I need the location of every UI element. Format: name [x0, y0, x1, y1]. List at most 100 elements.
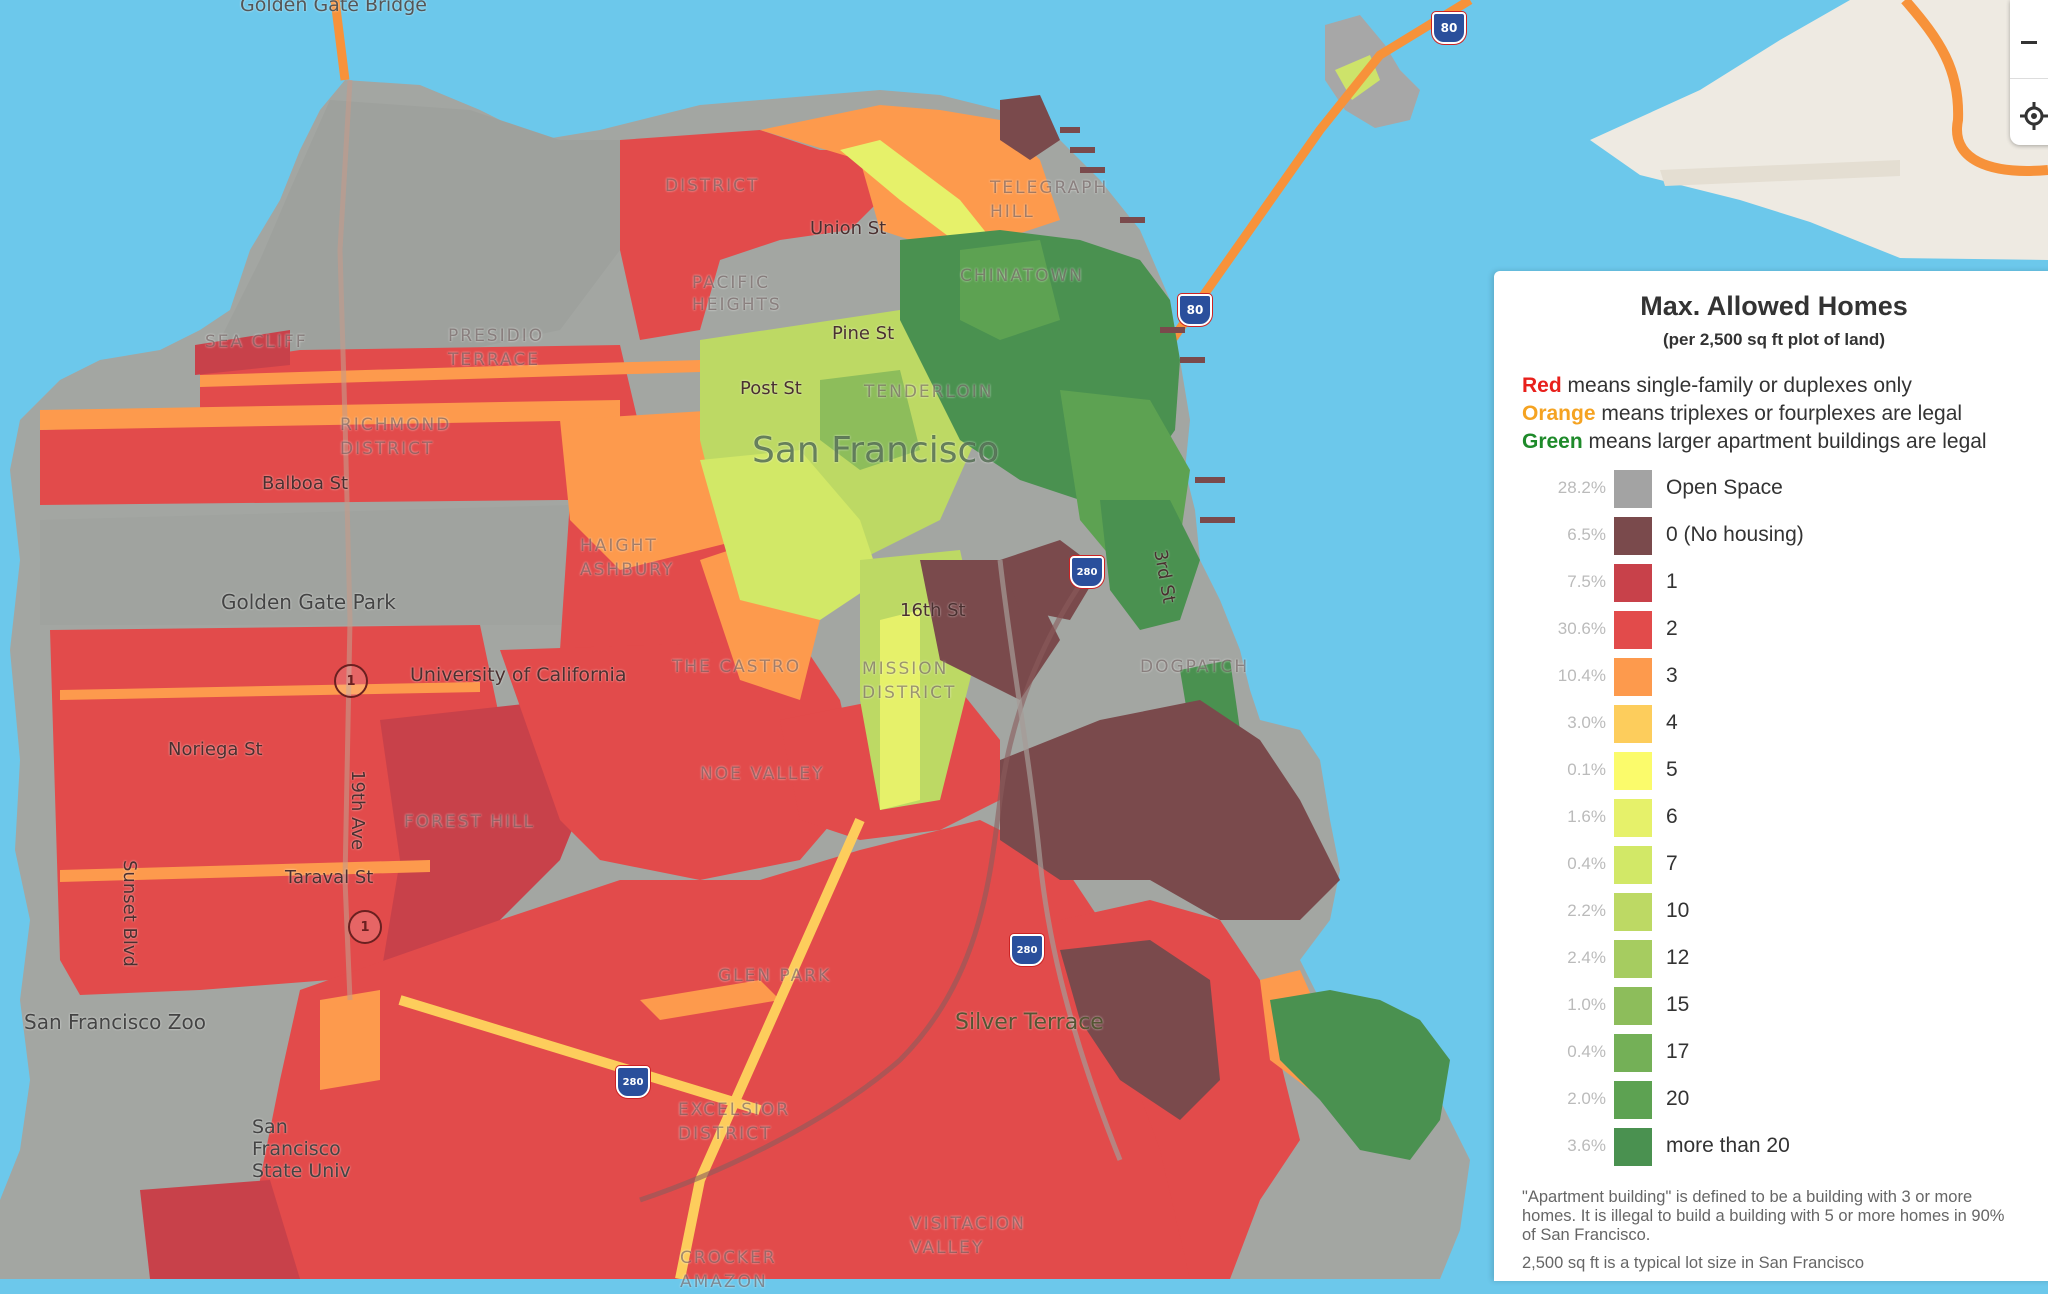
- map-label-haight-ashbury: HAIGHT ASHBURY: [580, 536, 675, 580]
- judah-orange: [60, 682, 480, 700]
- legend-desc-text: means single-family or duplexes only: [1561, 374, 1912, 397]
- hwy-1: [337, 79, 353, 1001]
- map-label-visitacion-valley: VISITACION VALLEY: [910, 1214, 1026, 1258]
- legend-item-label: Open Space: [1666, 476, 1783, 499]
- legend-item-label: 3: [1666, 664, 1678, 687]
- legend-item: 30.6% 2: [1494, 611, 2048, 651]
- bay-bridge: [1161, 0, 1473, 353]
- mission-bay-green: [1100, 500, 1200, 630]
- excelsior-orange: [640, 980, 780, 1020]
- legend-item-swatch: [1614, 470, 1652, 508]
- legend-item-percent: 0.1%: [1567, 760, 1606, 779]
- legend-item-label: 2: [1666, 617, 1678, 640]
- pier-industrial: [1000, 95, 1060, 160]
- legend-item: 6.5% 0 (No housing): [1494, 517, 2048, 557]
- twin-peaks-red: [500, 640, 860, 880]
- legend-title: Max. Allowed Homes: [1640, 291, 1908, 321]
- taraval-orange: [60, 860, 430, 882]
- legend-desc-text: means larger apartment buildings are leg…: [1582, 430, 1987, 453]
- legend-item: 1.6% 6: [1494, 799, 2048, 839]
- india-basin-industrial: [1060, 940, 1220, 1120]
- map-label-taraval-st: Taraval St: [285, 867, 374, 888]
- legend-desc-text: means triplexes or fourplexes are legal: [1595, 402, 1963, 425]
- map-label-post-st: Post St: [740, 378, 802, 399]
- legend-item-percent: 0.4%: [1567, 854, 1606, 873]
- richmond-red: [40, 345, 640, 505]
- legend-item-percent: 28.2%: [1557, 478, 1606, 497]
- hunters-point-green: [1270, 990, 1450, 1160]
- map-label-glen-park: GLEN PARK: [718, 966, 832, 986]
- piers: [1060, 127, 1235, 523]
- legend-item: 2.4% 12: [1494, 940, 2048, 980]
- bayview-industrial: [1000, 700, 1340, 920]
- map-label-telegraph-hill: TELEGRAPH HILL: [990, 178, 1109, 222]
- map-label-golden-gate-park: Golden Gate Park: [221, 590, 396, 614]
- legend-item-label: 4: [1666, 711, 1678, 734]
- zoom-out-button[interactable]: [2010, 12, 2048, 72]
- map-label-the-castro: THE CASTRO: [672, 657, 802, 677]
- legend-item-percent: 6.5%: [1567, 525, 1606, 544]
- legend-item-percent: 30.6%: [1557, 619, 1606, 638]
- legend-item: 28.2% Open Space: [1494, 470, 2048, 510]
- legend-item-label: 15: [1666, 993, 1690, 1016]
- legend-item-label: 6: [1666, 805, 1678, 828]
- map-label-sunset-blvd: Sunset Blvd: [119, 860, 140, 967]
- legend-item: 3.0% 4: [1494, 705, 2048, 745]
- map-label-union-st: Union St: [810, 218, 887, 239]
- locate-button[interactable]: [2010, 86, 2048, 146]
- map-label-san-francisco-zoo: San Francisco Zoo: [24, 1010, 206, 1034]
- legend-item-percent: 7.5%: [1567, 572, 1606, 591]
- map-label-silver-terrace: Silver Terrace: [955, 1010, 1104, 1035]
- legend-item-swatch: [1614, 611, 1652, 649]
- locate-icon: [2020, 102, 2048, 130]
- east-bay-land: [1590, 0, 2048, 260]
- legend-item-percent: 2.2%: [1567, 901, 1606, 920]
- lakeshore-dark-red: [140, 1180, 300, 1279]
- east-bay-highway: [1901, 0, 2048, 176]
- legend-item-label: 12: [1666, 946, 1690, 969]
- legend-item-percent: 3.6%: [1567, 1136, 1606, 1155]
- map-label-golden-gate-bridge: Golden Gate Bridge: [240, 0, 427, 16]
- map-label-san-francisco-state: San Francisco State Univ: [252, 1116, 351, 1182]
- legend-item-label: 7: [1666, 852, 1678, 875]
- pacific-heights-red: [620, 130, 880, 340]
- legend-item-swatch: [1614, 940, 1652, 978]
- map-label-crocker-amazon: CROCKER AMAZON: [680, 1248, 777, 1292]
- legend-item-swatch: [1614, 1128, 1652, 1166]
- legend-item-label: 10: [1666, 899, 1690, 922]
- legend-item: 7.5% 1: [1494, 564, 2048, 604]
- route-1-shield: 1: [348, 910, 382, 944]
- map-label-noriega-st: Noriega St: [168, 739, 263, 760]
- map-label-forest-hill: FOREST HILL: [404, 812, 536, 832]
- polk-yellow: [840, 140, 1000, 260]
- legend-item: 0.4% 17: [1494, 1034, 2048, 1074]
- map-label-tenderloin: TENDERLOIN: [864, 382, 994, 402]
- legend-item-label: 17: [1666, 1040, 1690, 1063]
- legend-desc-key: Orange: [1522, 402, 1596, 425]
- map-label-19th-ave: 19th Ave: [347, 770, 368, 851]
- legend-item-percent: 10.4%: [1557, 666, 1606, 685]
- legend-item-swatch: [1614, 893, 1652, 931]
- legend-note-lot-size: 2,500 sq ft is a typical lot size in San…: [1522, 1254, 1865, 1272]
- legend-item-swatch: [1614, 517, 1652, 555]
- nob-hill-green: [960, 240, 1060, 340]
- legend-desc-green: Green means larger apartment buildings a…: [1522, 430, 1987, 454]
- presidio: [220, 100, 620, 360]
- legend-item: 2.2% 10: [1494, 893, 2048, 933]
- legend-item: 0.1% 5: [1494, 752, 2048, 792]
- map-label-richmond-district: RICHMOND DISTRICT: [340, 415, 452, 459]
- map-label-pacific-heights: PACIFIC HEIGHTS: [692, 273, 782, 315]
- legend-item-swatch: [1614, 752, 1652, 790]
- south-red: [240, 820, 1200, 1279]
- hayes-green: [820, 370, 920, 470]
- map-label-marina-district: DISTRICT: [665, 176, 760, 196]
- mission-st-yellow: [675, 817, 865, 1279]
- route-1-shield: 1: [334, 664, 368, 698]
- legend-item-percent: 0.4%: [1567, 1042, 1606, 1061]
- hwy-101: [997, 559, 1123, 1161]
- map-label-mission-district: MISSION DISTRICT: [862, 659, 957, 703]
- golden-gate-bridge-span: [330, 0, 350, 81]
- hwy-280: [639, 568, 1093, 1203]
- interstate-280-shield: 280: [1010, 934, 1044, 966]
- inner-richmond-orange: [40, 400, 620, 430]
